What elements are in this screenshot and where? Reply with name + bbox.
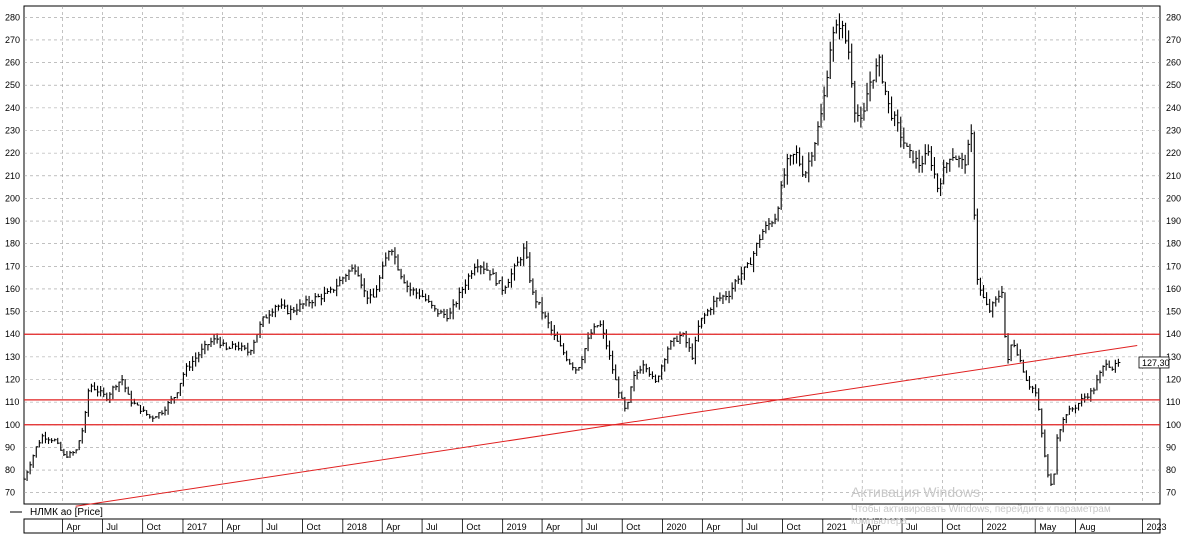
x-tick-label: 2019 <box>507 522 527 532</box>
x-tick-label: 2017 <box>187 522 207 532</box>
y-tick-label-right: 130 <box>1166 352 1181 362</box>
plot-area-frame <box>23 5 1161 505</box>
y-tick-label-left: 180 <box>5 239 20 249</box>
y-tick-label-right: 220 <box>1166 148 1181 158</box>
y-tick-label-left: 100 <box>5 420 20 430</box>
y-tick-label-right: 230 <box>1166 126 1181 136</box>
y-tick-label-right: 180 <box>1166 239 1181 249</box>
x-tick-label: 2020 <box>667 522 687 532</box>
x-tick-label: May <box>1039 522 1057 532</box>
y-tick-label-left: 130 <box>5 352 20 362</box>
y-tick-label-left: 110 <box>5 397 19 407</box>
y-tick-label-right: 210 <box>1166 171 1181 181</box>
x-tick-label: Aug <box>1079 522 1095 532</box>
y-tick-label-right: 240 <box>1166 103 1181 113</box>
price-series <box>23 13 1121 486</box>
y-tick-label-left: 230 <box>5 126 20 136</box>
support-levels <box>24 333 1160 426</box>
grid <box>24 6 1160 504</box>
x-tick-label: Jul <box>586 522 598 532</box>
last-value-marker: 127,30 <box>1138 356 1170 369</box>
x-tick-label: Apr <box>546 522 560 532</box>
y-tick-label-left: 80 <box>5 465 15 475</box>
last-value-box <box>1138 356 1170 369</box>
y-tick-label-right: 270 <box>1166 35 1181 45</box>
y-tick-label-left: 120 <box>5 375 20 385</box>
x-tick-label: 2022 <box>987 522 1007 532</box>
y-tick-label-left: 240 <box>5 103 20 113</box>
x-tick-label: 2021 <box>827 522 847 532</box>
trend-line-group <box>75 345 1138 507</box>
y-tick-label-right: 200 <box>1166 193 1181 203</box>
x-tick-label: Oct <box>946 522 961 532</box>
y-tick-label-right: 70 <box>1166 488 1176 498</box>
x-tick-label: Jul <box>266 522 278 532</box>
y-tick-label-left: 200 <box>5 193 20 203</box>
y-axis-labels: 70 70 80 80 90 90 100 100 110 110 120 120 130 130 140 1… <box>5 12 1181 497</box>
y-tick-label-left: 170 <box>5 261 20 271</box>
last-value-label: 127,30 <box>1142 358 1170 368</box>
x-tick-label: 2018 <box>347 522 367 532</box>
watermark-title: Активация Windows <box>851 484 980 500</box>
x-tick-label: Jul <box>746 522 758 532</box>
x-tick-label: Jul <box>106 522 118 532</box>
y-tick-label-right: 150 <box>1166 307 1181 317</box>
watermark-subtitle: Чтобы активировать Windows, перейдите к … <box>851 503 1111 515</box>
y-tick-label-left: 90 <box>5 442 15 452</box>
y-tick-label-left: 70 <box>5 488 15 498</box>
x-tick-label: Jul <box>906 522 918 532</box>
y-tick-label-left: 210 <box>5 171 20 181</box>
y-tick-label-right: 280 <box>1166 12 1181 22</box>
x-axis-band <box>23 518 1161 534</box>
y-tick-label-left: 260 <box>5 58 20 68</box>
x-tick-label: Apr <box>226 522 240 532</box>
y-tick-label-left: 190 <box>5 216 20 226</box>
x-tick-label: Apr <box>866 522 880 532</box>
y-tick-label-right: 110 <box>1166 397 1180 407</box>
x-tick-label: Apr <box>706 522 720 532</box>
y-tick-label-left: 140 <box>5 329 20 339</box>
y-tick-label-left: 160 <box>5 284 20 294</box>
y-tick-label-right: 120 <box>1166 375 1181 385</box>
y-tick-label-right: 90 <box>1166 442 1176 452</box>
watermark-subtitle-2: компьютера. <box>851 516 910 527</box>
y-tick-label-right: 100 <box>1166 420 1181 430</box>
x-tick-label: Jul <box>426 522 438 532</box>
y-tick-label-left: 150 <box>5 307 20 317</box>
x-tick-label: Oct <box>147 522 162 532</box>
y-tick-label-right: 170 <box>1166 261 1181 271</box>
legend: НЛМК ао [Price] <box>10 507 103 518</box>
windows-watermark: Активация Windows Чтобы активировать Win… <box>851 484 1111 527</box>
trend-line <box>75 345 1138 507</box>
legend-label: НЛМК ао [Price] <box>30 507 103 518</box>
y-tick-label-right: 260 <box>1166 58 1181 68</box>
y-tick-label-left: 280 <box>5 12 20 22</box>
x-tick-label: Oct <box>787 522 802 532</box>
x-tick-label: Oct <box>307 522 322 532</box>
x-tick-label: Oct <box>466 522 481 532</box>
y-tick-label-left: 250 <box>5 80 20 90</box>
y-tick-label-right: 190 <box>1166 216 1181 226</box>
x-tick-label: 2023 <box>1146 522 1166 532</box>
x-tick-label: Oct <box>626 522 641 532</box>
y-tick-label-left: 220 <box>5 148 20 158</box>
y-tick-label-right: 160 <box>1166 284 1181 294</box>
x-axis: Apr Jul Oct 2017 Apr Jul Oct 2018 Apr Jul Oct 2019 A… <box>23 518 1167 534</box>
x-tick-label: Apr <box>67 522 81 532</box>
y-tick-label-left: 270 <box>5 35 20 45</box>
y-tick-label-right: 140 <box>1166 329 1181 339</box>
y-tick-label-right: 250 <box>1166 80 1181 90</box>
y-tick-label-right: 80 <box>1166 465 1176 475</box>
x-tick-label: Apr <box>386 522 400 532</box>
